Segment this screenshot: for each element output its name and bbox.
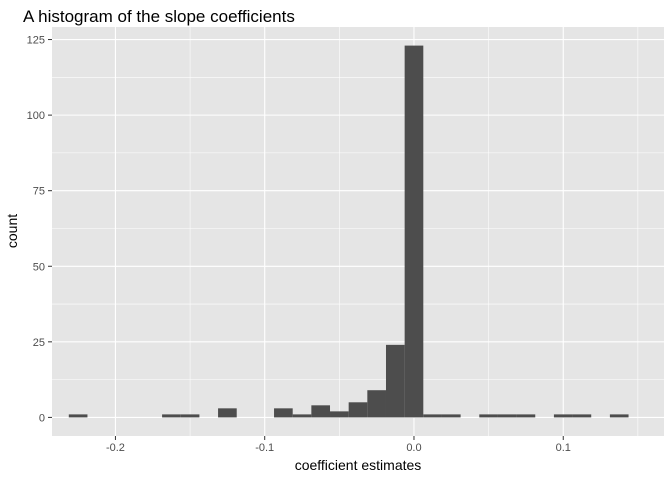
y-tick-label: 50 — [33, 261, 45, 273]
x-tick-label: 0.1 — [556, 442, 571, 454]
histogram-bar — [479, 414, 498, 418]
histogram-bars — [68, 45, 629, 418]
histogram-bar — [180, 414, 200, 418]
histogram-bar — [348, 402, 368, 418]
histogram-bar — [441, 414, 461, 418]
histogram-bar — [553, 414, 573, 418]
y-tick-label: 125 — [27, 35, 45, 47]
x-axis-title: coefficient estimates — [295, 457, 422, 473]
histogram-bar — [292, 414, 312, 418]
x-tick-label: 0.0 — [406, 442, 421, 454]
plot-panel — [52, 27, 664, 436]
y-axis-ticks: 0 25 50 75 100 125 — [27, 35, 52, 424]
histogram-bar — [162, 414, 181, 418]
histogram-bar — [609, 414, 629, 418]
x-tick-label: -0.1 — [255, 442, 274, 454]
histogram-bar — [572, 414, 592, 418]
x-axis-ticks: -0.2 -0.1 0.0 0.1 — [106, 436, 571, 454]
histogram-bar — [311, 405, 331, 418]
histogram-bar — [68, 414, 88, 418]
histogram-bar — [385, 344, 405, 418]
x-tick-label: -0.2 — [106, 442, 125, 454]
y-axis-title: count — [4, 214, 20, 248]
histogram-bar — [330, 411, 349, 418]
histogram-bar — [404, 45, 424, 418]
grid-minor — [52, 27, 664, 436]
y-tick-label: 0 — [39, 412, 45, 424]
histogram-bar — [218, 408, 237, 418]
y-tick-label: 75 — [33, 186, 45, 198]
histogram-bar — [274, 408, 293, 418]
histogram-bar — [516, 414, 536, 418]
chart-title: A histogram of the slope coefficients — [23, 7, 295, 26]
histogram-bar — [367, 390, 386, 418]
y-tick-label: 25 — [33, 337, 45, 349]
y-tick-label: 100 — [27, 110, 45, 122]
histogram-bar — [497, 414, 517, 418]
histogram-bar — [423, 414, 442, 418]
